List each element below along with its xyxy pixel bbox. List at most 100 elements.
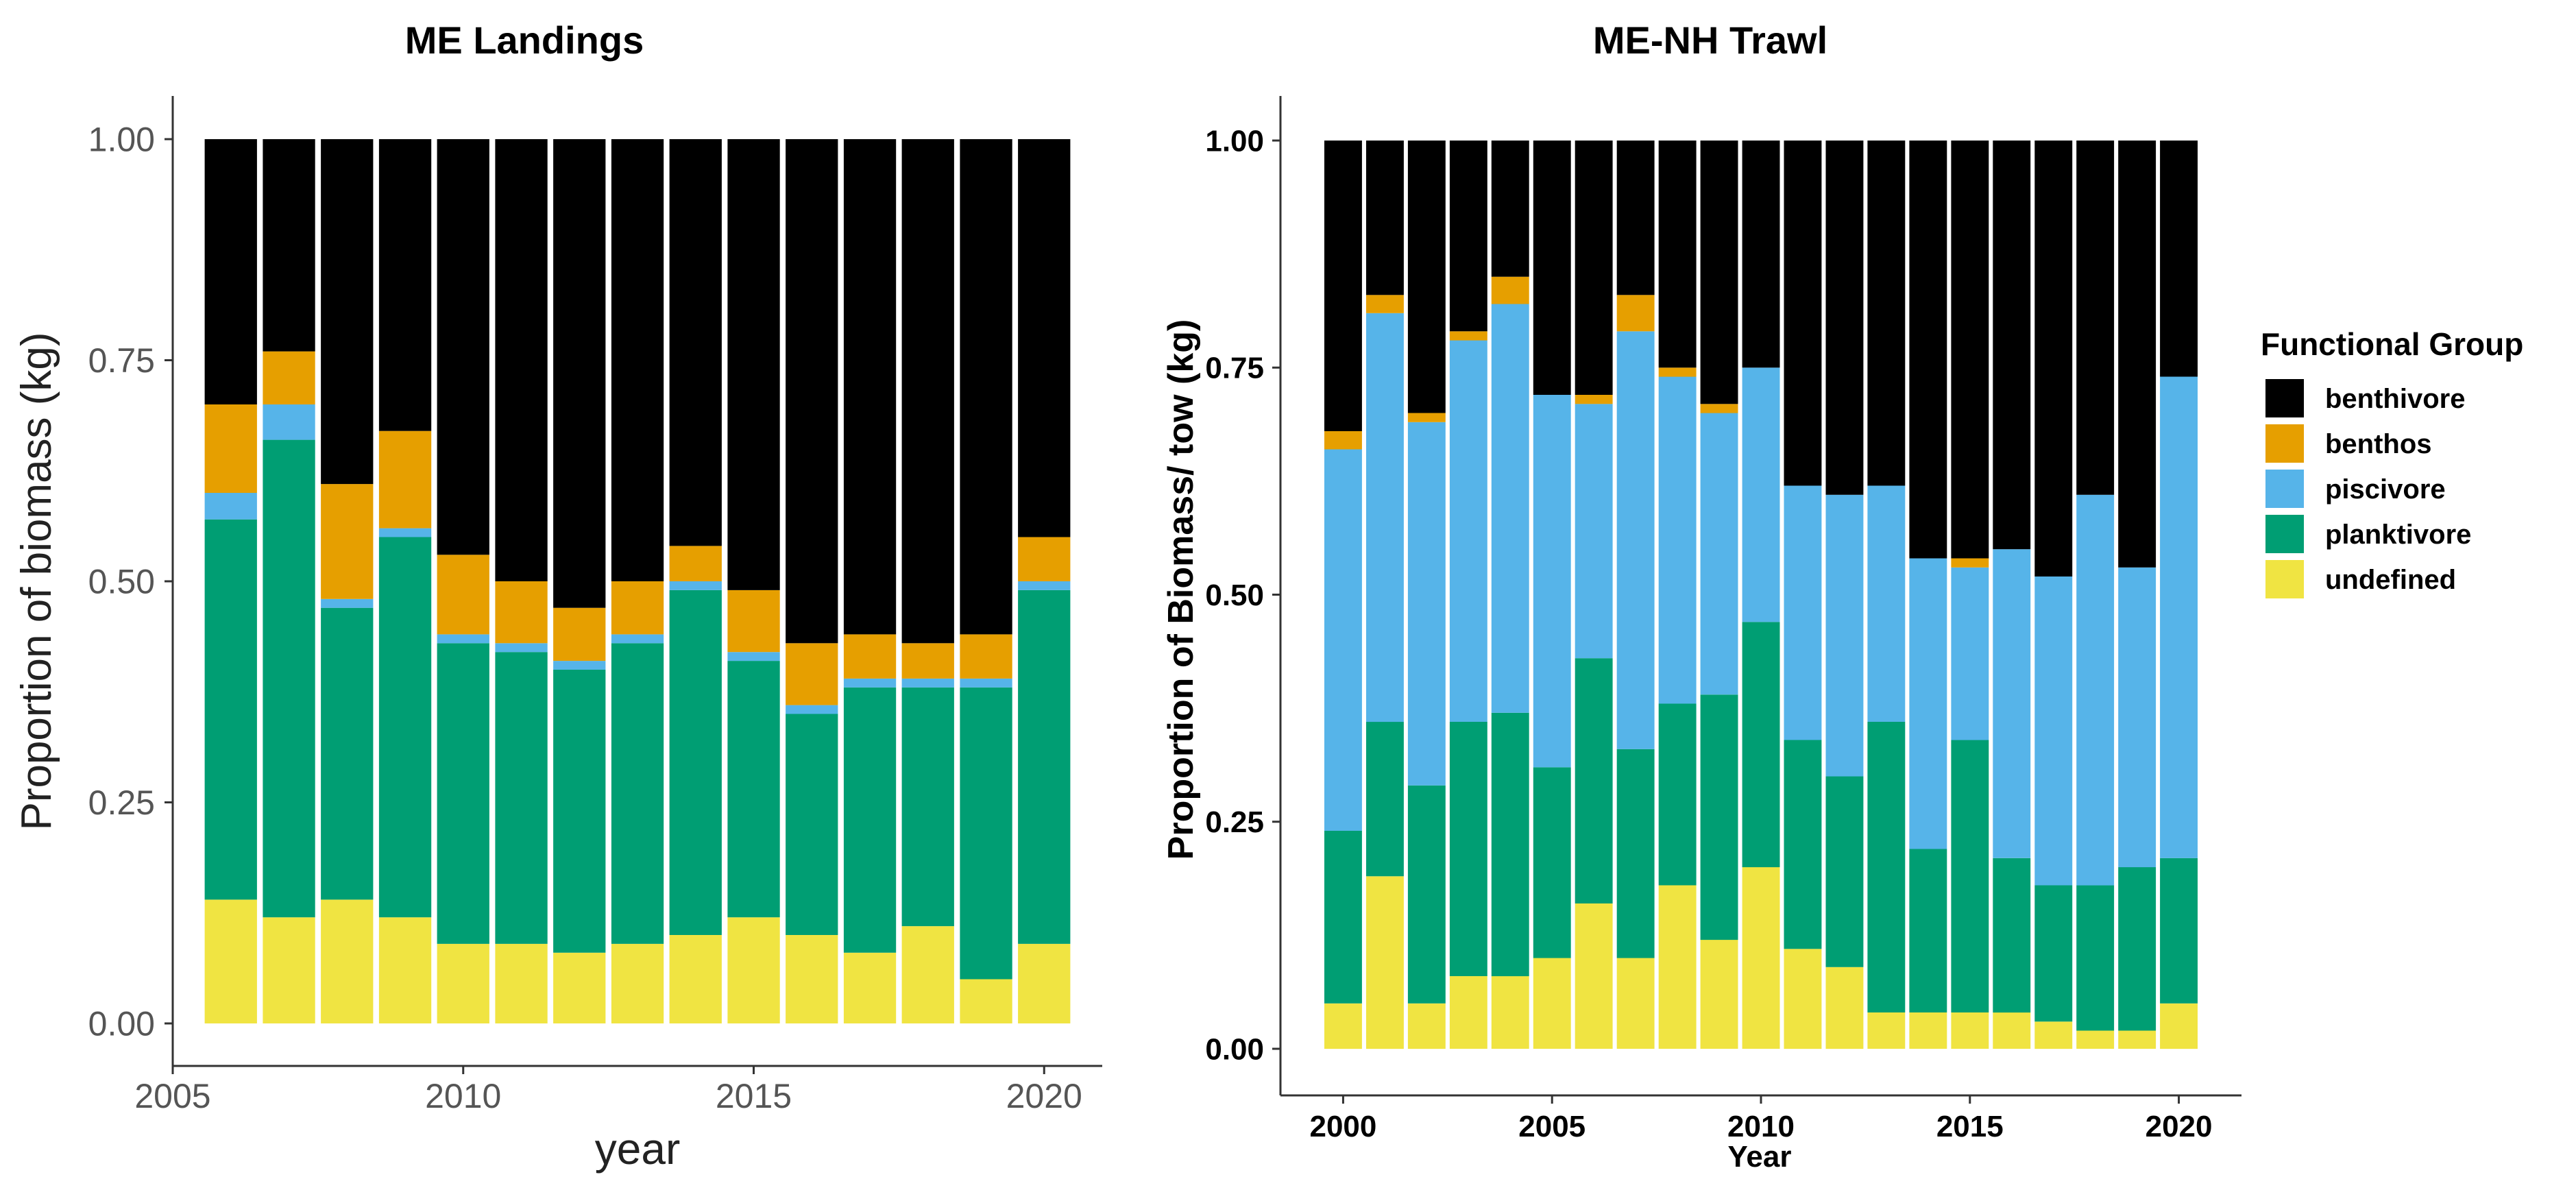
x-tick-label: 2015 [1936,1110,2004,1143]
bars-layer [1324,141,2198,1049]
bar-benthivore-2020 [2160,141,2198,377]
bar-benthos-2007 [1616,295,1655,332]
legend-swatch-undefined [2265,560,2304,598]
bar-piscivore-2006 [1575,404,1613,659]
bar-benthivore-2014 [1909,141,1947,559]
legend-swatch-planktivore [2265,515,2304,553]
bar-undefined-2012 [1825,967,1864,1049]
y-tick-label: 0.00 [1205,1032,1264,1066]
bar-piscivore-2006 [204,493,257,520]
bar-planktivore-2015 [1951,740,1989,1012]
bar-benthos-2012 [553,607,606,661]
bar-undefined-2006 [204,899,257,1023]
bar-benthivore-2006 [204,139,257,404]
bar-benthos-2009 [378,430,432,529]
bar-piscivore-2018 [2076,494,2115,886]
bar-undefined-2014 [1909,1012,1947,1049]
bar-planktivore-2020 [2160,858,2198,1004]
bar-undefined-2007 [1616,958,1655,1049]
y-tick-label: 1.00 [1205,124,1264,158]
bar-benthivore-2016 [786,139,838,644]
bar-planktivore-2020 [1018,590,1071,944]
bar-planktivore-2008 [1658,703,1697,886]
bar-benthivore-2011 [495,139,548,581]
bar-undefined-2005 [1533,958,1571,1049]
bar-benthos-2015 [727,590,780,653]
legend: Functional Group benthivore benthos pisciv… [2261,326,2523,598]
bar-piscivore-2013 [611,634,664,644]
bar-planktivore-2013 [1867,722,1906,1012]
bar-undefined-2008 [1658,885,1697,1049]
bar-planktivore-2018 [901,687,954,927]
bar-benthivore-2019 [2118,141,2156,568]
bar-undefined-2019 [2118,1030,2156,1049]
bar-planktivore-2011 [495,652,548,944]
bar-planktivore-2001 [1366,722,1404,877]
y-tick-label: 0.25 [88,784,155,822]
bar-benthos-2009 [1700,404,1738,413]
bar-piscivore-2004 [1491,304,1529,713]
chart-me-landings: ME Landings 0.00 0.25 0.50 0.75 1.00 2005 2010… [13,19,1102,1174]
legend-items: benthivore benthos piscivore planktivore und… [2265,379,2471,598]
legend-swatch-benthivore [2265,379,2304,417]
y-tick-label: 1.00 [88,121,155,159]
bar-undefined-2011 [1784,949,1822,1049]
legend-label-benthivore: benthivore [2325,384,2465,414]
bar-piscivore-2008 [1658,376,1697,704]
bar-benthivore-2004 [1491,141,1529,277]
chart-title: ME Landings [405,19,644,62]
x-tick-label: 2005 [134,1077,210,1115]
bar-planktivore-2009 [1700,694,1738,940]
bar-undefined-2004 [1491,976,1529,1049]
bar-planktivore-2011 [1784,740,1822,949]
bar-planktivore-2019 [960,687,1012,980]
bar-benthivore-2017 [843,139,897,635]
bar-undefined-2006 [1575,903,1613,1049]
bar-undefined-2008 [321,899,374,1023]
bar-benthivore-2007 [1616,141,1655,295]
bar-benthivore-2007 [263,139,315,352]
bar-undefined-2016 [1993,1012,2031,1049]
bar-benthos-2015 [1951,558,1989,568]
bars-layer [204,139,1071,1023]
bar-planktivore-2009 [378,537,432,918]
bar-benthos-2010 [437,555,489,635]
bar-planktivore-2016 [1993,858,2031,1013]
bar-planktivore-2019 [2118,867,2156,1031]
bar-undefined-2017 [843,952,897,1023]
bar-planktivore-2017 [2034,885,2073,1022]
bar-piscivore-2015 [1951,567,1989,740]
bar-planktivore-2006 [204,519,257,900]
bar-piscivore-2016 [1993,549,2031,858]
bar-benthivore-2018 [901,139,954,644]
bar-benthivore-2000 [1324,141,1362,431]
bar-undefined-2000 [1324,1003,1362,1049]
bar-piscivore-2007 [1616,331,1655,749]
bar-piscivore-2008 [321,598,374,608]
bar-piscivore-2007 [263,404,315,440]
bar-undefined-2011 [495,943,548,1023]
bar-piscivore-2016 [786,705,838,714]
bar-piscivore-2012 [553,661,606,670]
bar-benthivore-2015 [727,139,780,590]
bar-undefined-2016 [786,935,838,1023]
bar-piscivore-2002 [1407,422,1446,786]
bar-undefined-2002 [1407,1003,1446,1049]
x-axis-label: Year [1728,1140,1792,1174]
bar-benthivore-2020 [1018,139,1071,537]
bar-benthivore-2005 [1533,141,1571,395]
bar-benthos-2004 [1491,276,1529,304]
chart-title: ME-NH Trawl [1593,19,1827,62]
x-tick-label: 2020 [2146,1110,2213,1143]
legend-title: Functional Group [2261,326,2523,362]
y-tick-label: 0.50 [88,563,155,601]
bar-piscivore-2018 [901,678,954,688]
x-tick-label: 2005 [1518,1110,1585,1143]
bar-piscivore-2014 [669,581,722,590]
bar-undefined-2015 [1951,1012,1989,1049]
bar-undefined-2015 [727,917,780,1023]
bar-benthos-2006 [1575,395,1613,404]
bar-benthivore-2014 [669,139,722,546]
bar-planktivore-2002 [1407,785,1446,1004]
